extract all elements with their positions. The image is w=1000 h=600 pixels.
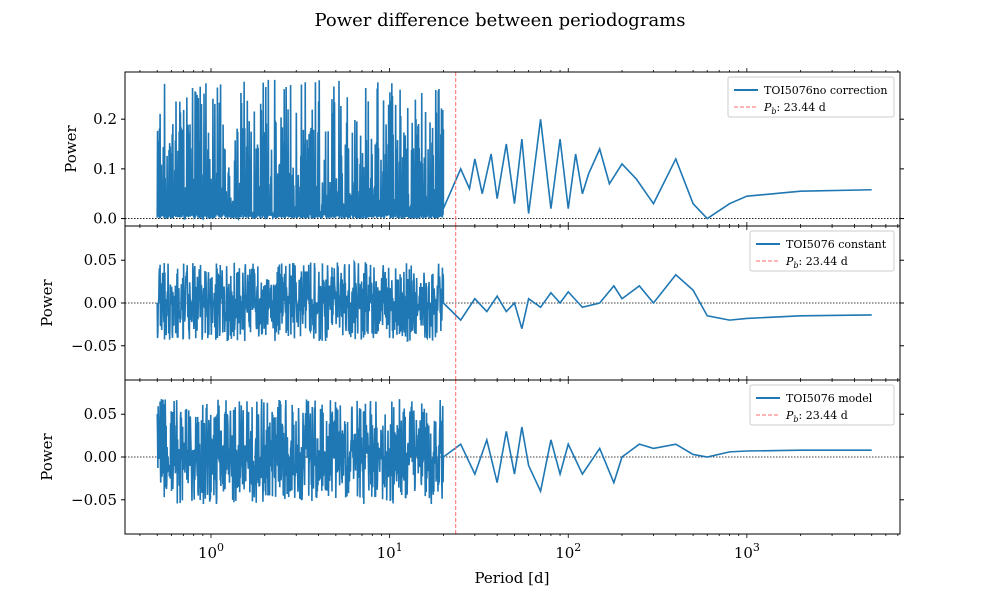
- panels: 0.0 0.1 0.2 Power TOI5076no correction Pb: 23…: [38, 68, 904, 562]
- y-axis-label: Power: [38, 278, 56, 326]
- y-axis-label: Power: [38, 432, 56, 480]
- panel-middle: −0.05 0.00 0.05 Power TOI5076 constant Pb: 23…: [38, 222, 904, 384]
- legend-box: [727, 76, 895, 118]
- y-tick-label: 0.05: [84, 251, 117, 269]
- legend-label: TOI5076 constant: [786, 238, 887, 251]
- x-tick-label: 100: [198, 541, 224, 562]
- series-line: [156, 259, 872, 342]
- x-axis-label: Period [d]: [475, 569, 550, 587]
- series-line: [156, 79, 872, 222]
- y-tick-label: −0.05: [71, 337, 117, 355]
- legend-label: Pb: 23.44 d: [785, 409, 848, 424]
- x-tick-label: 102: [555, 541, 581, 562]
- legend-label: TOI5076no correction: [764, 84, 888, 97]
- legend-box: [749, 384, 895, 426]
- series-line: [156, 399, 872, 505]
- legend-label: Pb: 23.44 d: [763, 101, 826, 116]
- legend-label: TOI5076 model: [786, 392, 873, 405]
- x-tick-label: 101: [377, 541, 403, 562]
- y-tick-label: 0.00: [84, 448, 117, 466]
- x-tick-label: 103: [734, 541, 760, 562]
- y-tick-label: −0.05: [71, 491, 117, 509]
- y-tick-label: 0.2: [93, 110, 117, 128]
- y-tick-label: 0.00: [84, 294, 117, 312]
- panel-bottom: −0.05 0.00 0.05 Power 100 101 102 103 TOI5076 mo…: [38, 376, 904, 562]
- legend-box: [749, 230, 895, 272]
- y-axis-label: Power: [62, 124, 80, 172]
- y-tick-label: 0.1: [93, 160, 117, 178]
- legend-label: Pb: 23.44 d: [785, 255, 848, 270]
- y-tick-label: 0.05: [84, 405, 117, 423]
- y-tick-label: 0.0: [93, 210, 117, 228]
- chart-title: Power difference between periodograms: [315, 10, 686, 31]
- panel-top: 0.0 0.1 0.2 Power TOI5076no correction Pb: 23…: [62, 68, 904, 230]
